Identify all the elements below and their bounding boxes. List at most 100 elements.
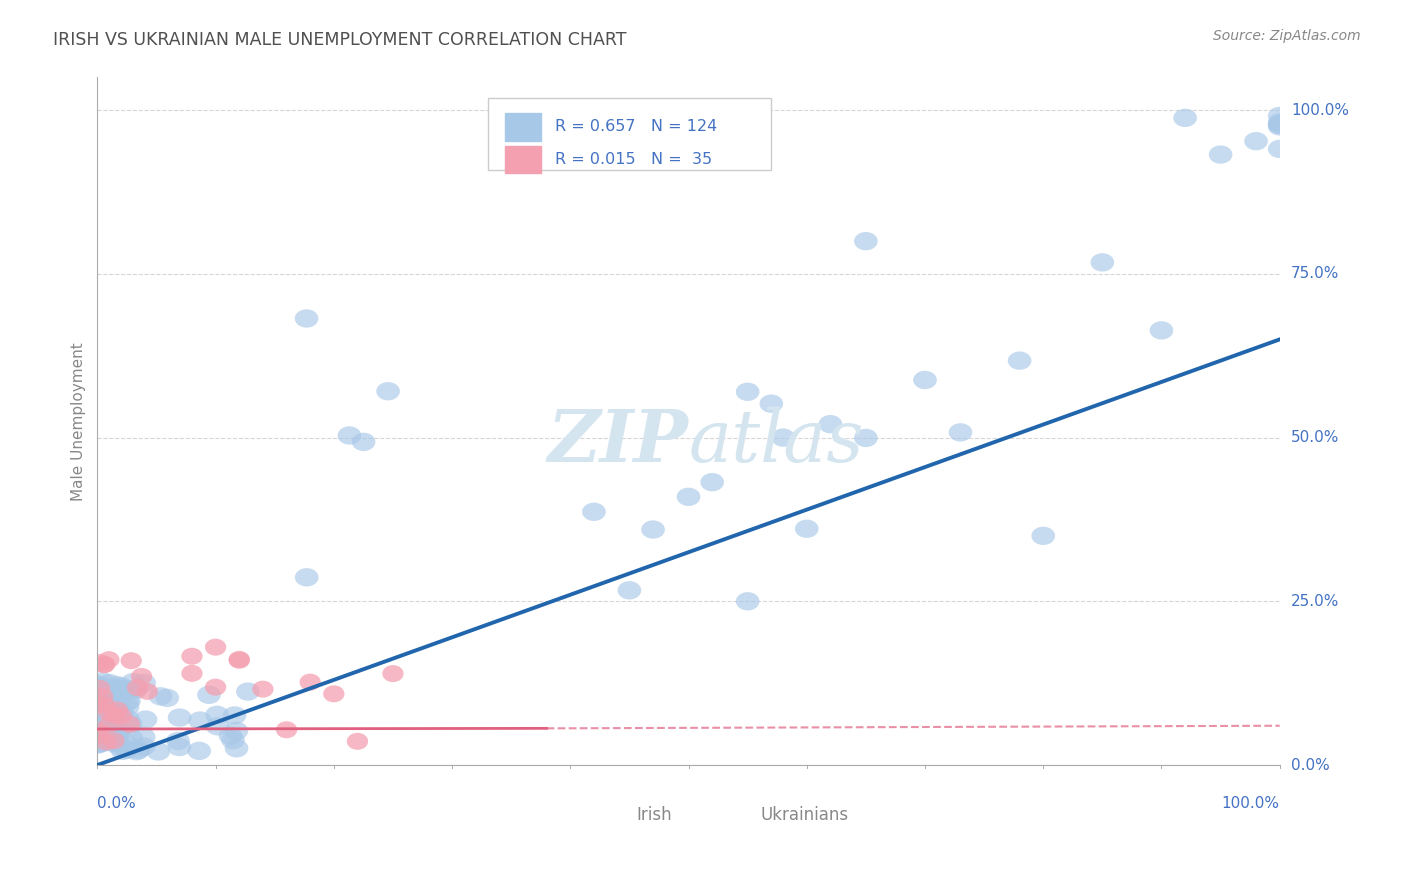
Ellipse shape [115, 698, 139, 716]
Ellipse shape [1268, 107, 1292, 125]
Ellipse shape [90, 720, 114, 738]
Ellipse shape [132, 673, 156, 692]
Ellipse shape [89, 692, 112, 711]
Ellipse shape [1008, 351, 1032, 370]
Ellipse shape [89, 687, 112, 706]
Ellipse shape [125, 742, 148, 760]
Ellipse shape [98, 733, 122, 751]
Ellipse shape [105, 734, 129, 753]
Y-axis label: Male Unemployment: Male Unemployment [72, 342, 86, 500]
Ellipse shape [97, 706, 121, 723]
Ellipse shape [111, 741, 135, 760]
Ellipse shape [295, 310, 318, 327]
Ellipse shape [94, 698, 118, 716]
Ellipse shape [90, 679, 114, 697]
Ellipse shape [205, 639, 226, 656]
Ellipse shape [98, 674, 121, 692]
Ellipse shape [295, 568, 319, 586]
Ellipse shape [818, 415, 842, 434]
Ellipse shape [276, 722, 297, 739]
Ellipse shape [117, 692, 141, 710]
Text: Irish: Irish [637, 805, 672, 823]
Ellipse shape [89, 727, 110, 744]
Ellipse shape [94, 726, 118, 745]
Ellipse shape [94, 699, 118, 717]
Ellipse shape [86, 720, 110, 739]
Ellipse shape [124, 681, 148, 699]
Ellipse shape [146, 742, 170, 761]
Ellipse shape [735, 383, 759, 401]
Ellipse shape [949, 423, 973, 442]
Ellipse shape [91, 688, 114, 705]
Ellipse shape [96, 706, 120, 723]
Ellipse shape [97, 723, 121, 741]
Ellipse shape [1150, 321, 1173, 340]
Text: Source: ZipAtlas.com: Source: ZipAtlas.com [1213, 29, 1361, 43]
Ellipse shape [149, 687, 173, 706]
Ellipse shape [86, 735, 110, 753]
Ellipse shape [252, 681, 274, 698]
Ellipse shape [1268, 113, 1292, 131]
Ellipse shape [219, 727, 242, 745]
Text: ZIP: ZIP [548, 407, 689, 477]
Ellipse shape [759, 394, 783, 413]
Ellipse shape [90, 734, 114, 752]
Text: 50.0%: 50.0% [1291, 430, 1339, 445]
Ellipse shape [89, 723, 110, 739]
Ellipse shape [107, 723, 131, 741]
Ellipse shape [700, 473, 724, 491]
Ellipse shape [225, 739, 249, 757]
Ellipse shape [181, 665, 202, 681]
Ellipse shape [1244, 132, 1268, 151]
Ellipse shape [111, 707, 132, 724]
Ellipse shape [167, 738, 191, 756]
Ellipse shape [1268, 140, 1292, 158]
Ellipse shape [104, 733, 128, 752]
Text: R = 0.657   N = 124: R = 0.657 N = 124 [555, 120, 717, 135]
Ellipse shape [98, 690, 122, 708]
Ellipse shape [121, 652, 142, 669]
Ellipse shape [98, 651, 120, 668]
Ellipse shape [89, 680, 111, 697]
Ellipse shape [127, 679, 148, 697]
Text: Ukrainians: Ukrainians [761, 805, 849, 823]
Ellipse shape [641, 520, 665, 539]
Ellipse shape [166, 731, 190, 750]
Ellipse shape [132, 738, 156, 756]
Ellipse shape [617, 582, 641, 599]
Ellipse shape [347, 733, 368, 750]
Ellipse shape [90, 672, 114, 690]
Ellipse shape [107, 690, 131, 708]
Ellipse shape [735, 592, 759, 610]
Ellipse shape [1091, 253, 1114, 271]
Ellipse shape [676, 488, 700, 506]
Ellipse shape [229, 652, 250, 669]
Text: 0.0%: 0.0% [97, 796, 136, 811]
Ellipse shape [105, 722, 129, 740]
FancyBboxPatch shape [488, 98, 772, 170]
Ellipse shape [93, 681, 115, 699]
Ellipse shape [94, 656, 115, 673]
Ellipse shape [101, 680, 125, 698]
FancyBboxPatch shape [505, 145, 541, 173]
Ellipse shape [94, 712, 118, 730]
FancyBboxPatch shape [505, 113, 541, 141]
Ellipse shape [104, 732, 125, 749]
Ellipse shape [772, 428, 794, 447]
Ellipse shape [111, 704, 134, 723]
Ellipse shape [86, 716, 110, 734]
Ellipse shape [323, 685, 344, 702]
Ellipse shape [89, 734, 112, 752]
Ellipse shape [188, 712, 212, 730]
Ellipse shape [91, 721, 114, 739]
Ellipse shape [90, 723, 114, 741]
Ellipse shape [118, 714, 142, 733]
Ellipse shape [1209, 145, 1233, 164]
Ellipse shape [93, 714, 117, 732]
Text: 100.0%: 100.0% [1291, 103, 1348, 118]
Ellipse shape [94, 697, 115, 714]
Ellipse shape [101, 706, 125, 724]
Ellipse shape [96, 687, 120, 705]
Ellipse shape [197, 686, 221, 704]
Ellipse shape [120, 729, 143, 747]
